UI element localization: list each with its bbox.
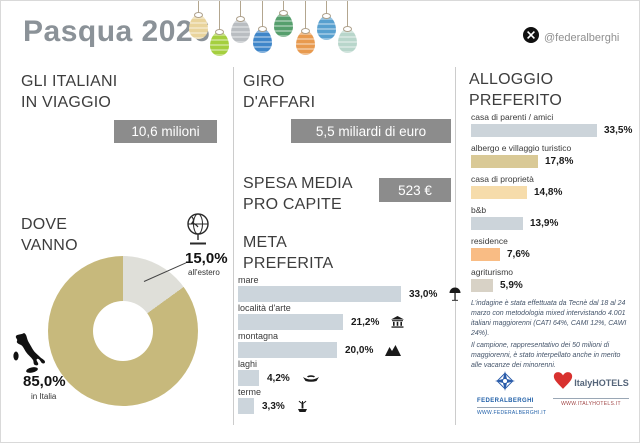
handle-text: @federalberghi	[544, 31, 620, 44]
methodology-note: L'indagine è stata effettuata da Tecnè d…	[471, 300, 627, 369]
destination-row: località d'arte 21,2%	[238, 303, 464, 330]
compass-logo-icon	[495, 371, 515, 395]
accommodation-bar-chart: casa di parenti / amici 33,5% albergo e vi…	[471, 112, 633, 298]
abroad-percentage: 15,0%	[185, 250, 228, 267]
accommodation-row: casa di parenti / amici 33,5%	[471, 112, 633, 137]
italyhotels-logo[interactable]: ItalyHOTELS WWW.ITALYHOTELS.IT	[553, 371, 629, 407]
italy-map-icon	[12, 332, 46, 379]
museum-icon	[391, 316, 405, 328]
where-heading: DOVE VANNO	[21, 216, 78, 255]
bar-value: 7,6%	[507, 249, 530, 260]
bar-value: 4,2%	[267, 372, 290, 384]
travelers-badge: 10,6 milioni	[114, 120, 217, 143]
accommodation-row: agriturismo 5,9%	[471, 267, 633, 292]
spesa-badge: 523 €	[379, 178, 451, 202]
bar-label: residence	[471, 236, 508, 246]
bar-value: 17,8%	[545, 156, 574, 167]
bar	[471, 124, 597, 137]
page-title: Pasqua 2026	[23, 15, 211, 48]
bar-value: 33,5%	[604, 125, 633, 136]
travelers-heading: GLI ITALIANI IN VIAGGIO	[21, 73, 118, 112]
bar-label: laghi	[238, 359, 258, 369]
bar-label: mare	[238, 275, 259, 285]
x-logo-icon	[523, 27, 539, 48]
bar-value: 5,9%	[500, 280, 523, 291]
italyhotels-name: ItalyHOTELS	[574, 378, 629, 388]
italy-label: in Italia	[31, 392, 57, 401]
bar-label: agriturismo	[471, 267, 514, 277]
bar	[238, 342, 337, 358]
bar	[471, 279, 493, 292]
destination-row: mare 33,0%	[238, 275, 464, 302]
bar-label: casa di proprietà	[471, 174, 534, 184]
accommodation-row: b&b 13,9%	[471, 205, 633, 230]
bar-label: località d'arte	[238, 303, 291, 313]
logo-rule	[477, 407, 533, 408]
heart-logo-icon	[553, 371, 573, 395]
easter-eggs-decoration	[189, 1, 361, 59]
bar-label: casa di parenti / amici	[471, 112, 554, 122]
bar	[471, 186, 527, 199]
accommodation-row: residence 7,6%	[471, 236, 633, 261]
bar	[471, 155, 538, 168]
abroad-label: all'estero	[188, 268, 220, 277]
accommodation-row: casa di proprietà 14,8%	[471, 174, 633, 199]
social-handle[interactable]: @federalberghi	[523, 27, 619, 48]
destination-row: laghi 4,2%	[238, 359, 464, 386]
bar-label: albergo e villaggio turistico	[471, 143, 572, 153]
bar	[238, 370, 259, 386]
globe-icon	[184, 212, 212, 251]
bar	[471, 248, 500, 261]
bar-value: 3,3%	[262, 400, 285, 412]
bar	[471, 217, 523, 230]
federalberghi-logo[interactable]: FEDERALBERGHI WWW.FEDERALBERGHI.IT	[477, 371, 547, 416]
giro-heading: GIRO D'AFFARI	[243, 73, 316, 112]
destinations-bar-chart: mare 33,0% località d'arte 21,2% montagna 20,…	[238, 275, 464, 415]
italyhotels-url[interactable]: WWW.ITALYHOTELS.IT	[561, 401, 621, 407]
bar-label: terme	[238, 387, 262, 397]
destination-row: terme 3,3%	[238, 387, 464, 414]
meta-heading: META PREFERITA	[243, 234, 334, 273]
where-they-go-donut-chart	[48, 256, 198, 406]
bar	[238, 286, 401, 302]
giro-badge: 5,5 miliardi di euro	[291, 119, 451, 143]
spesa-heading: SPESA MEDIA PRO CAPITE	[243, 175, 353, 214]
bar	[238, 398, 254, 414]
accommodation-row: albergo e villaggio turistico 17,8%	[471, 143, 633, 168]
partner-logos: FEDERALBERGHI WWW.FEDERALBERGHI.IT Italy…	[477, 371, 629, 416]
logo-rule	[553, 398, 629, 399]
italy-percentage: 85,0%	[23, 373, 66, 390]
bar-value: 20,0%	[345, 344, 374, 356]
destination-row: montagna 20,0%	[238, 331, 464, 358]
bar-label: montagna	[238, 331, 279, 341]
bar-value: 21,2%	[351, 316, 380, 328]
alloggio-heading: ALLOGGIO PREFERITO	[469, 71, 563, 110]
umbrella-icon	[449, 287, 461, 301]
bar-value: 33,0%	[409, 288, 438, 300]
mountain-icon	[385, 344, 402, 356]
boat-icon	[302, 374, 320, 383]
federalberghi-url[interactable]: WWW.FEDERALBERGHI.IT	[477, 410, 547, 416]
column-divider	[455, 67, 456, 425]
column-divider	[233, 67, 234, 425]
bar-value: 14,8%	[534, 187, 563, 198]
federalberghi-name: FEDERALBERGHI	[477, 398, 534, 404]
bar-value: 13,9%	[530, 218, 559, 229]
bar	[238, 314, 343, 330]
bar-label: b&b	[471, 205, 487, 215]
fountain-icon	[297, 400, 308, 413]
